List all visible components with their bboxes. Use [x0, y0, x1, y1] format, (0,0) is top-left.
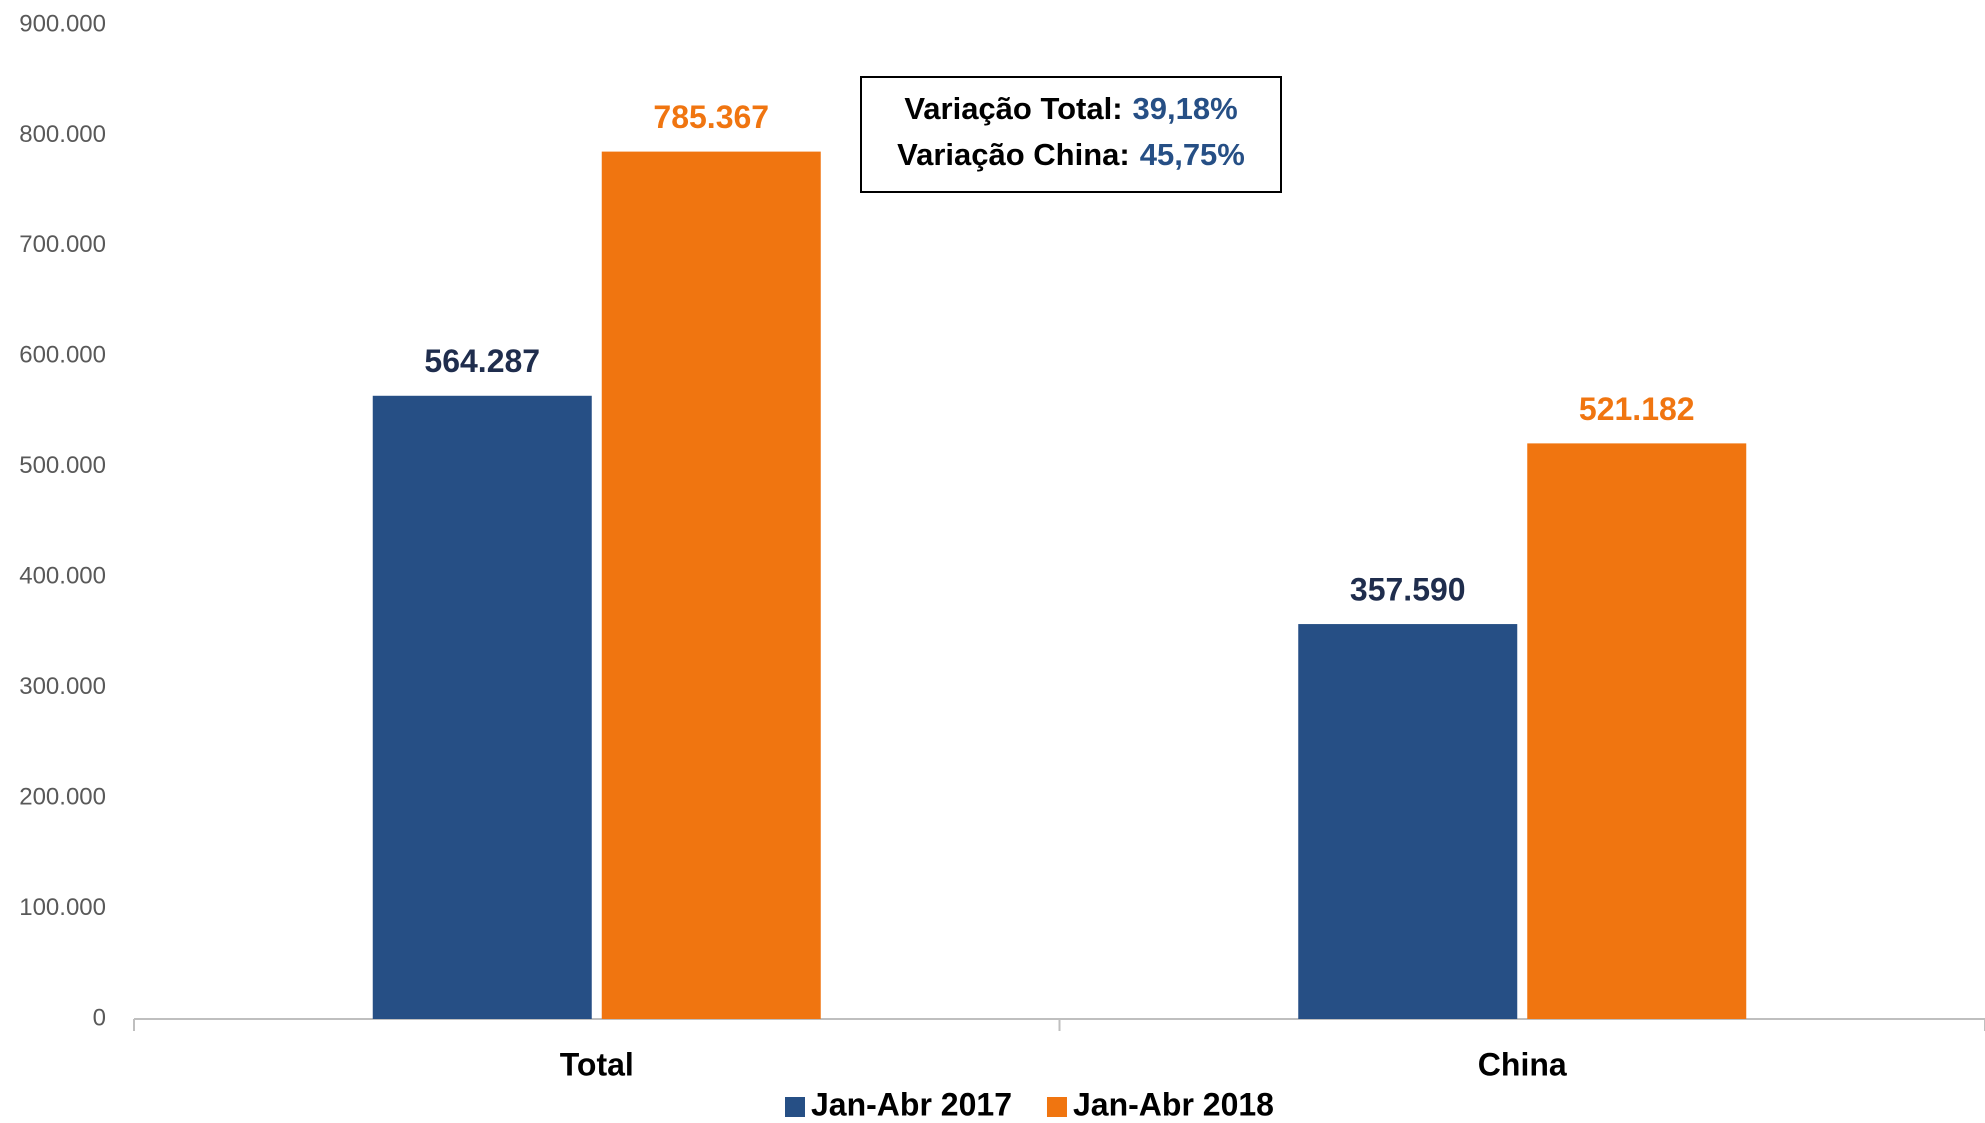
annotation-text: Variação Total:	[904, 91, 1122, 126]
legend-label: Jan-Abr 2018	[1073, 1086, 1274, 1122]
bar	[372, 395, 592, 1019]
data-label: 564.287	[424, 343, 540, 379]
data-label: 785.367	[653, 99, 769, 135]
x-tick-label: China	[1478, 1046, 1567, 1082]
annotation-value: 39,18%	[1133, 91, 1238, 126]
annotation-value: 45,75%	[1140, 137, 1245, 172]
y-tick-label: 300.000	[19, 673, 106, 700]
y-tick-label: 400.000	[19, 563, 106, 590]
y-tick-label: 0	[93, 1004, 106, 1031]
y-tick-label: 100.000	[19, 894, 106, 921]
y-tick-label: 200.000	[19, 783, 106, 810]
annotation: Variação Total: 39,18%	[904, 91, 1237, 126]
legend-swatch	[785, 1097, 805, 1117]
y-tick-label: 700.000	[19, 231, 106, 258]
bar	[1298, 624, 1518, 1019]
y-tick-label: 600.000	[19, 342, 106, 369]
annotation-box	[860, 76, 1282, 193]
y-tick-label: 500.000	[19, 452, 106, 479]
data-label: 357.590	[1350, 572, 1466, 608]
annotation: Variação China: 45,75%	[897, 137, 1245, 172]
annotation-text: Variação China:	[897, 137, 1130, 172]
data-label: 521.182	[1579, 391, 1695, 427]
bar	[601, 151, 821, 1019]
x-tick-label: Total	[560, 1046, 634, 1082]
legend-label: Jan-Abr 2017	[811, 1086, 1012, 1122]
y-tick-label: 900.000	[19, 10, 106, 37]
legend-swatch	[1046, 1097, 1067, 1117]
y-tick-label: 800.000	[19, 121, 106, 148]
bar	[1527, 443, 1747, 1019]
